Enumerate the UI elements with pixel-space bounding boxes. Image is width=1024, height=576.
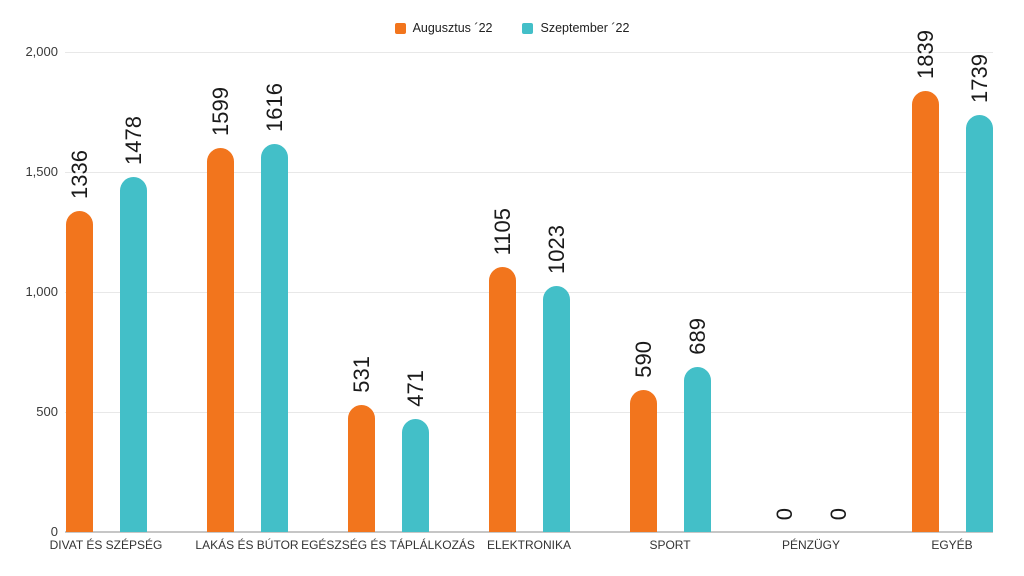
y-axis-tick-label: 1,000 (25, 284, 58, 299)
bar-augusztus-2 (206, 148, 234, 532)
chart-legend: Augusztus ´22 Szeptember ´22 (0, 21, 1024, 35)
y-axis-tick-label: 0 (50, 524, 58, 539)
legend-item-szeptember: Szeptember ´22 (522, 21, 629, 35)
x-axis-category-label: DIVAT ÉS SZÉPSÉG (49, 538, 163, 552)
bar-value-label: 1336 (66, 150, 92, 199)
bar-value-label: 1616 (261, 83, 287, 132)
x-axis-line (65, 531, 993, 533)
y-axis-tick-label: 2,000 (25, 44, 58, 59)
bar-value-label: 1739 (966, 54, 992, 103)
x-axis-category-label: EGÉSZSÉG ÉS TÁPLÁLKOZÁS (301, 538, 475, 552)
bar-szeptember-1 (119, 177, 147, 532)
bar-szeptember-2 (260, 144, 288, 532)
y-axis-tick-label: 1,500 (25, 164, 58, 179)
bar-value-label: 1599 (207, 87, 233, 136)
gridline-1500 (65, 172, 993, 173)
bar-value-label: 590 (630, 341, 656, 378)
bar-augusztus-7 (911, 91, 939, 532)
bar-value-label: 1839 (912, 30, 938, 79)
bar-augusztus-4 (488, 267, 516, 532)
x-axis-category-label: SPORT (649, 538, 691, 552)
bar-value-label: 471 (402, 370, 428, 407)
legend-label-szeptember: Szeptember ´22 (540, 21, 630, 35)
x-axis-category-label: ELEKTRONIKA (486, 538, 572, 552)
bar-value-label: 1105 (489, 207, 515, 255)
bar-value-label: 0 (825, 507, 851, 520)
legend-swatch-augusztus-icon (394, 22, 406, 34)
bar-value-label: 531 (348, 356, 374, 393)
gridline-500 (65, 412, 993, 413)
bar-value-label: 1478 (120, 116, 146, 165)
y-axis-tick-label: 500 (36, 404, 58, 419)
legend-label-augusztus: Augusztus ´22 (412, 21, 493, 35)
bar-szeptember-4 (542, 286, 570, 532)
bar-value-label: 0 (771, 507, 797, 520)
gridline-2000 (65, 52, 993, 53)
bar-augusztus-3 (347, 405, 375, 532)
bar-augusztus-5 (629, 390, 657, 532)
legend-item-augusztus: Augusztus ´22 (394, 21, 493, 35)
x-axis-category-label: LAKÁS ÉS BÚTOR (195, 538, 299, 552)
bar-szeptember-7 (965, 115, 993, 532)
x-axis-category-label: PÉNZÜGY (781, 538, 840, 552)
bar-value-label: 1023 (543, 225, 569, 274)
gridline-1000 (65, 292, 993, 293)
legend-swatch-szeptember-icon (522, 22, 534, 34)
bar-augusztus-1 (65, 211, 93, 532)
x-axis-category-label: EGYÉB (931, 538, 973, 552)
bar-szeptember-3 (401, 419, 429, 532)
bar-szeptember-5 (683, 367, 711, 532)
bar-value-label: 689 (684, 318, 710, 355)
